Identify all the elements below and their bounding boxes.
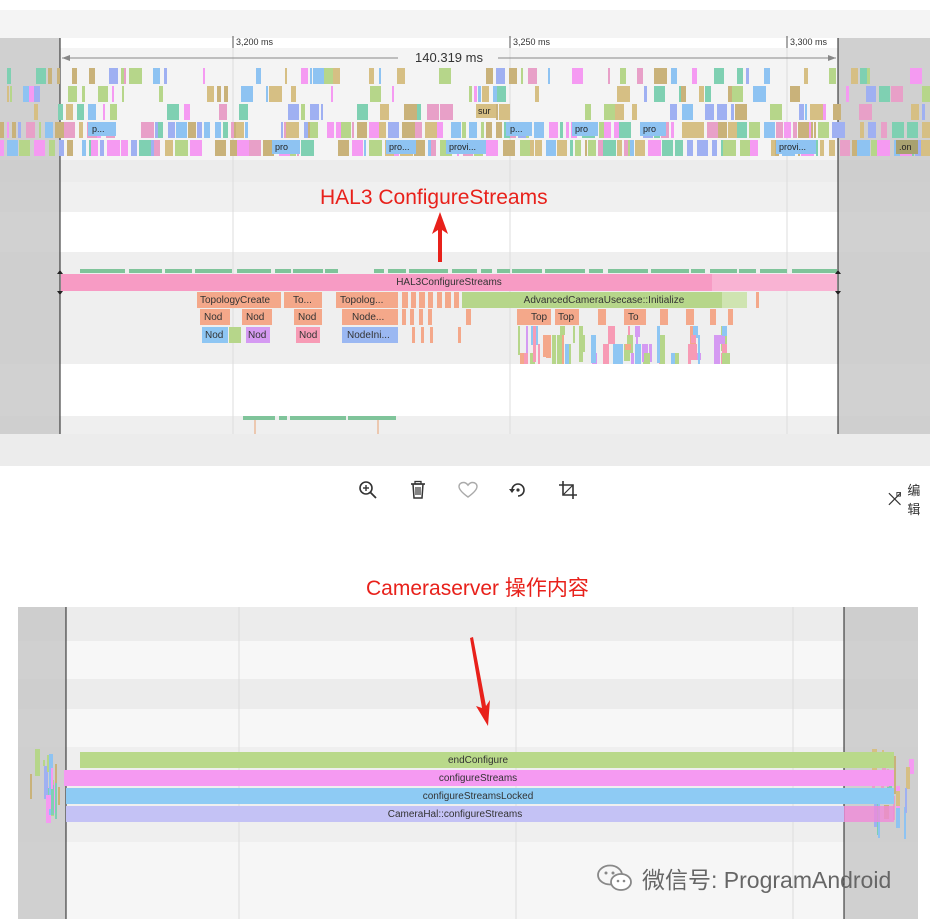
svg-text:AdvancedCameraUsecase::Initial: AdvancedCameraUsecase::Initialize	[524, 295, 685, 306]
edit-label: 编辑	[907, 483, 921, 517]
svg-text:configureStreamsLocked: configureStreamsLocked	[423, 791, 534, 802]
annotation-arrow-down	[470, 637, 490, 726]
svg-text:Top: Top	[558, 312, 575, 323]
wechat-icon	[597, 864, 632, 891]
svg-text:provi...: provi...	[779, 142, 806, 152]
ruler-tick-label: 3,200 ms	[236, 37, 274, 47]
nested-slice-stacks	[518, 326, 730, 364]
svg-text:To...: To...	[293, 295, 312, 306]
svg-text:HAL3ConfigureStreams: HAL3ConfigureStreams	[396, 277, 502, 288]
slice-row-depth2[interactable]: Nod Nod Nod Node... Top Top To	[200, 309, 733, 325]
svg-text:Nod: Nod	[248, 330, 266, 341]
svg-text:pro: pro	[643, 124, 656, 134]
heart-icon[interactable]	[456, 478, 480, 502]
slice-end-configure[interactable]: endConfigure	[80, 752, 894, 768]
bottom-trace-view[interactable]: endConfigure configureStreams configureS…	[18, 607, 918, 919]
trash-icon[interactable]	[406, 478, 430, 502]
crop-icon[interactable]	[556, 478, 580, 502]
process-slice-labels: sur p... p... pro pro pro pro... provi..…	[88, 104, 918, 154]
svg-text:CameraHal::configureStreams: CameraHal::configureStreams	[388, 809, 523, 820]
slice-hal3-configure-streams[interactable]: HAL3ConfigureStreams	[61, 274, 837, 291]
svg-text:Nod: Nod	[298, 312, 316, 323]
slice-row-depth1[interactable]: TopologyCreate To... Topolog... Advanced…	[197, 292, 759, 308]
slice-row-depth3[interactable]: Nod Nod Nod NodeIni...	[202, 327, 461, 343]
svg-text:.on: .on	[899, 142, 912, 152]
svg-text:140.319 ms: 140.319 ms	[415, 50, 483, 65]
svg-text:Topolog...: Topolog...	[340, 295, 383, 306]
svg-text:Nod: Nod	[204, 312, 222, 323]
selection-duration: 140.319 ms	[62, 50, 836, 65]
watermark: 微信号: ProgramAndroid	[596, 861, 891, 895]
annotation-cameraserver: Cameraserver 操作内容	[366, 577, 589, 600]
watermark-text: 微信号: ProgramAndroid	[642, 867, 892, 893]
edit-icon	[888, 492, 901, 506]
rotate-icon[interactable]	[506, 478, 530, 502]
ruler-tick-label: 3,300 ms	[790, 37, 828, 47]
edit-button[interactable]: 编辑	[886, 480, 930, 518]
annotation-arrow-up	[432, 212, 448, 262]
svg-text:Nod: Nod	[299, 330, 317, 341]
svg-text:p...: p...	[510, 124, 523, 134]
lower-thread-strip	[243, 416, 396, 434]
svg-text:Top: Top	[531, 312, 548, 323]
top-trace-view[interactable]: 3,200 ms 3,250 ms 3,300 ms 140.319 ms su…	[0, 0, 930, 466]
svg-text:pro: pro	[275, 142, 288, 152]
svg-text:Nod: Nod	[205, 330, 223, 341]
svg-text:Node...: Node...	[352, 312, 384, 323]
svg-text:p...: p...	[92, 124, 105, 134]
svg-text:provi...: provi...	[449, 142, 476, 152]
svg-text:Nod: Nod	[246, 312, 264, 323]
ruler-tick-label: 3,250 ms	[513, 37, 551, 47]
svg-text:NodeIni...: NodeIni...	[347, 330, 390, 341]
timeline-ruler: 3,200 ms 3,250 ms 3,300 ms	[232, 36, 828, 48]
slice-configure-streams-locked[interactable]: configureStreamsLocked	[66, 788, 894, 804]
slice-configure-streams[interactable]: configureStreams	[64, 770, 894, 786]
svg-text:TopologyCreate: TopologyCreate	[200, 295, 270, 306]
svg-text:configureStreams: configureStreams	[439, 773, 517, 784]
svg-text:pro: pro	[575, 124, 588, 134]
thread-state-strip	[80, 269, 837, 273]
svg-text:pro...: pro...	[389, 142, 410, 152]
svg-text:To: To	[628, 312, 639, 323]
svg-text:endConfigure: endConfigure	[448, 755, 508, 766]
slice-camerahal-configure-streams[interactable]: CameraHal::configureStreams	[66, 806, 844, 822]
annotation-hal3-configure-streams: HAL3 ConfigureStreams	[320, 186, 548, 209]
zoom-in-icon[interactable]	[356, 478, 380, 502]
svg-text:sur: sur	[478, 106, 491, 116]
